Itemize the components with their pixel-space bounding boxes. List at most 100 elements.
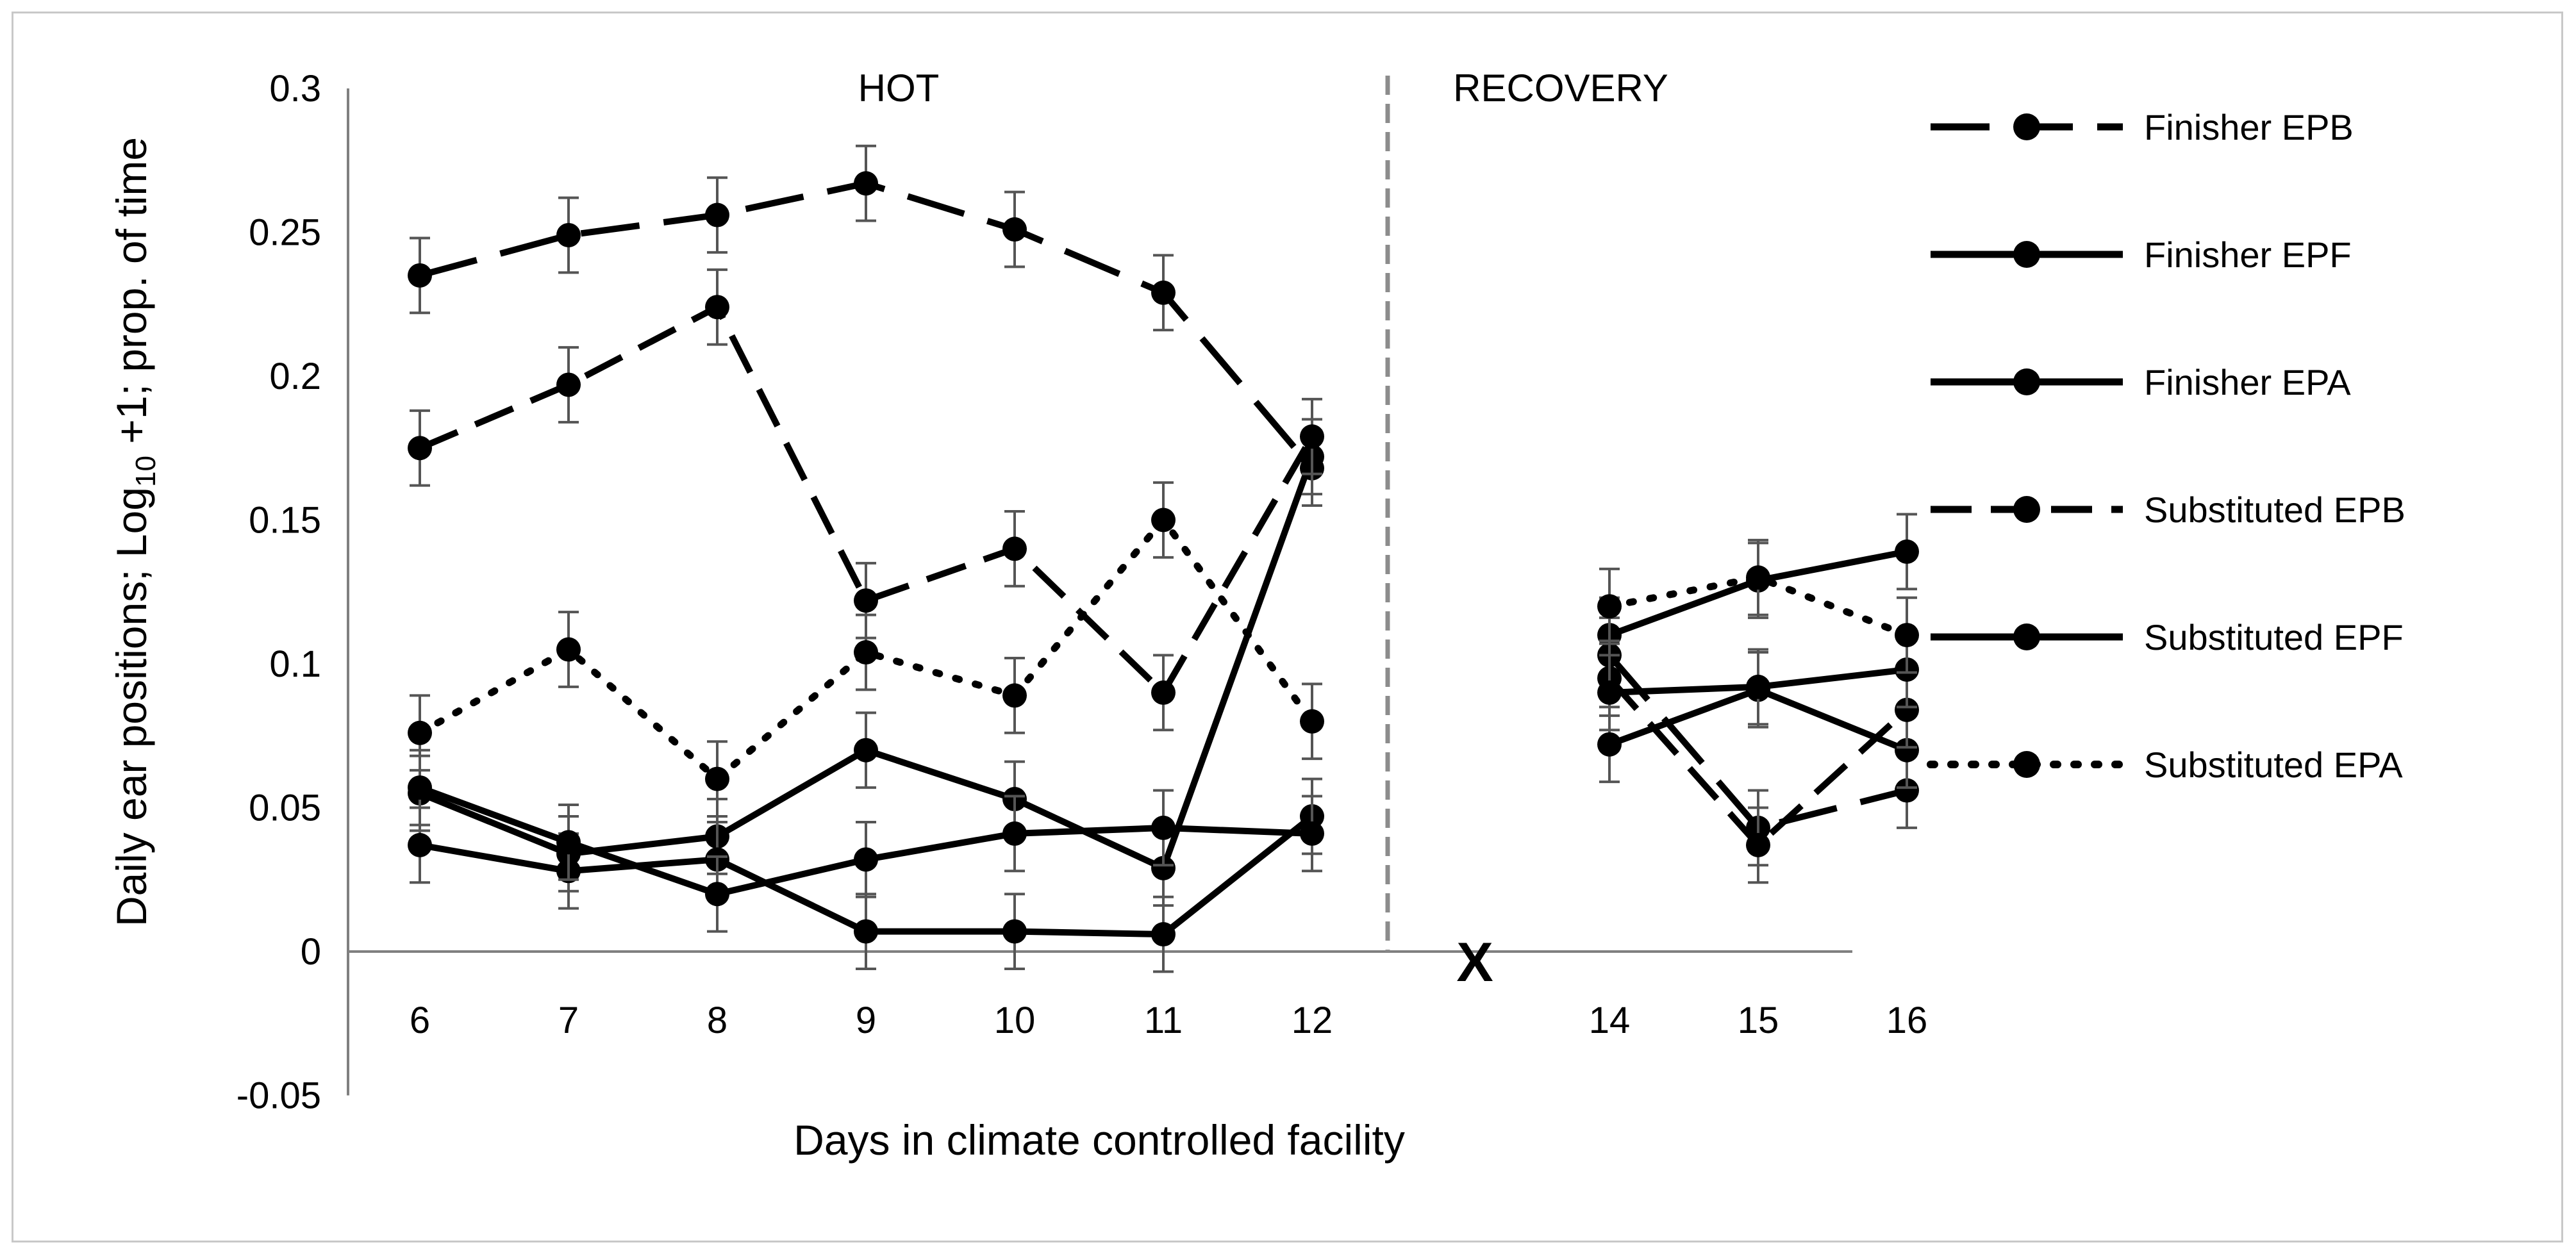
y-tick-label: 0.15 <box>249 500 321 541</box>
data-point <box>854 711 878 789</box>
point-marker <box>408 263 432 288</box>
point-marker <box>1002 217 1027 242</box>
y-tick-label: 0.25 <box>249 212 321 254</box>
legend-marker <box>2013 496 2040 523</box>
data-point <box>1746 538 1770 616</box>
point-marker <box>1002 536 1027 561</box>
data-point <box>1002 510 1027 588</box>
data-point <box>1002 795 1027 873</box>
hot-period-label: HOT <box>858 67 940 110</box>
legend-label: Substituted EPA <box>2144 745 2403 785</box>
x-tick-label: 8 <box>707 1000 727 1041</box>
point-marker <box>1151 815 1176 840</box>
data-point <box>854 893 878 970</box>
y-axis-label-subscript: 10 <box>130 456 162 487</box>
point-marker <box>1151 855 1176 880</box>
point-marker <box>1597 594 1622 619</box>
point-marker <box>1151 680 1176 705</box>
x-tick-labels: 6 7 8 9 10 11 12 14 15 16 <box>410 1000 1927 1041</box>
point-marker <box>854 171 878 196</box>
legend-item: Finisher EPF <box>1931 235 2352 275</box>
point-marker <box>556 637 581 662</box>
point-marker <box>1300 424 1324 449</box>
point-marker <box>1895 738 1919 763</box>
data-point <box>556 804 581 881</box>
point-marker <box>705 295 729 320</box>
point-marker <box>1597 732 1622 757</box>
data-point <box>705 740 729 818</box>
point-marker <box>408 436 432 461</box>
data-point <box>1151 789 1176 867</box>
data-point <box>1300 397 1324 475</box>
data-point <box>1002 657 1027 734</box>
point-marker <box>408 775 432 800</box>
point-marker <box>705 202 729 227</box>
chart-frame <box>12 12 2563 1242</box>
y-axis-label-part2: +1; prop. of time <box>108 137 155 456</box>
data-point <box>408 236 432 315</box>
point-marker <box>854 847 878 872</box>
data-point <box>1597 567 1622 645</box>
data-point <box>408 409 432 487</box>
data-point <box>408 694 432 772</box>
point-marker <box>1151 922 1176 947</box>
data-point <box>1597 654 1622 732</box>
x-tick-label: 15 <box>1738 1000 1779 1041</box>
recovery-period-label: RECOVERY <box>1453 67 1668 110</box>
series-substituted-epa <box>408 481 1919 818</box>
data-point <box>854 144 878 222</box>
x-tick-label: 9 <box>856 1000 876 1041</box>
data-point <box>1300 795 1324 873</box>
y-tick-label: 0 <box>301 931 321 973</box>
point-marker <box>1151 280 1176 305</box>
legend-item: Substituted EPF <box>1931 617 2404 657</box>
data-point <box>705 268 729 346</box>
legend-label: Finisher EPF <box>2144 235 2352 275</box>
data-point <box>1002 190 1027 268</box>
series-substituted-epf <box>408 631 1919 933</box>
legend-item: Finisher EPA <box>1931 362 2351 402</box>
y-tick-label: -0.05 <box>237 1075 321 1117</box>
data-point <box>1151 481 1176 559</box>
legend-label: Finisher EPA <box>2144 362 2351 402</box>
point-marker <box>556 222 581 247</box>
point-marker <box>1746 565 1770 590</box>
y-tick-labels: -0.05 0 0.05 0.1 0.15 0.2 0.25 0.3 <box>237 68 321 1117</box>
point-marker <box>854 588 878 613</box>
data-point <box>854 820 878 898</box>
data-point <box>705 176 729 254</box>
x-tick-label: 16 <box>1886 1000 1928 1041</box>
legend-marker <box>2013 751 2040 778</box>
x-tick-label: 7 <box>558 1000 579 1041</box>
data-point <box>556 346 581 424</box>
y-tick-label: 0.05 <box>249 788 321 829</box>
x-tick-label: 12 <box>1292 1000 1333 1041</box>
point-marker <box>1002 683 1027 708</box>
point-marker <box>1300 821 1324 846</box>
point-marker <box>1002 919 1027 944</box>
point-marker <box>1895 539 1919 564</box>
y-axis-label: Daily ear positions; Log10 +1; prop. of … <box>108 137 162 927</box>
data-point <box>1151 254 1176 332</box>
legend-marker <box>2013 368 2040 395</box>
y-tick-label: 0.1 <box>269 643 321 685</box>
data-point <box>556 611 581 688</box>
data-point <box>1151 895 1176 973</box>
data-point <box>1746 648 1770 726</box>
y-tick-label: 0.2 <box>269 356 321 397</box>
data-point <box>1002 893 1027 970</box>
legend-label: Substituted EPB <box>2144 490 2406 530</box>
legend-marker <box>2013 241 2040 268</box>
point-marker <box>1002 821 1027 846</box>
point-marker <box>1746 674 1770 699</box>
series-layer <box>408 144 1919 973</box>
point-marker <box>408 832 432 857</box>
y-tick-label: 0.3 <box>269 68 321 110</box>
point-marker <box>1597 680 1622 705</box>
data-point <box>1300 682 1324 761</box>
legend-label: Substituted EPF <box>2144 617 2404 657</box>
point-marker <box>556 372 581 397</box>
legend-marker <box>2013 113 2040 140</box>
x-tick-label: 6 <box>410 1000 430 1041</box>
data-point <box>1895 596 1919 674</box>
